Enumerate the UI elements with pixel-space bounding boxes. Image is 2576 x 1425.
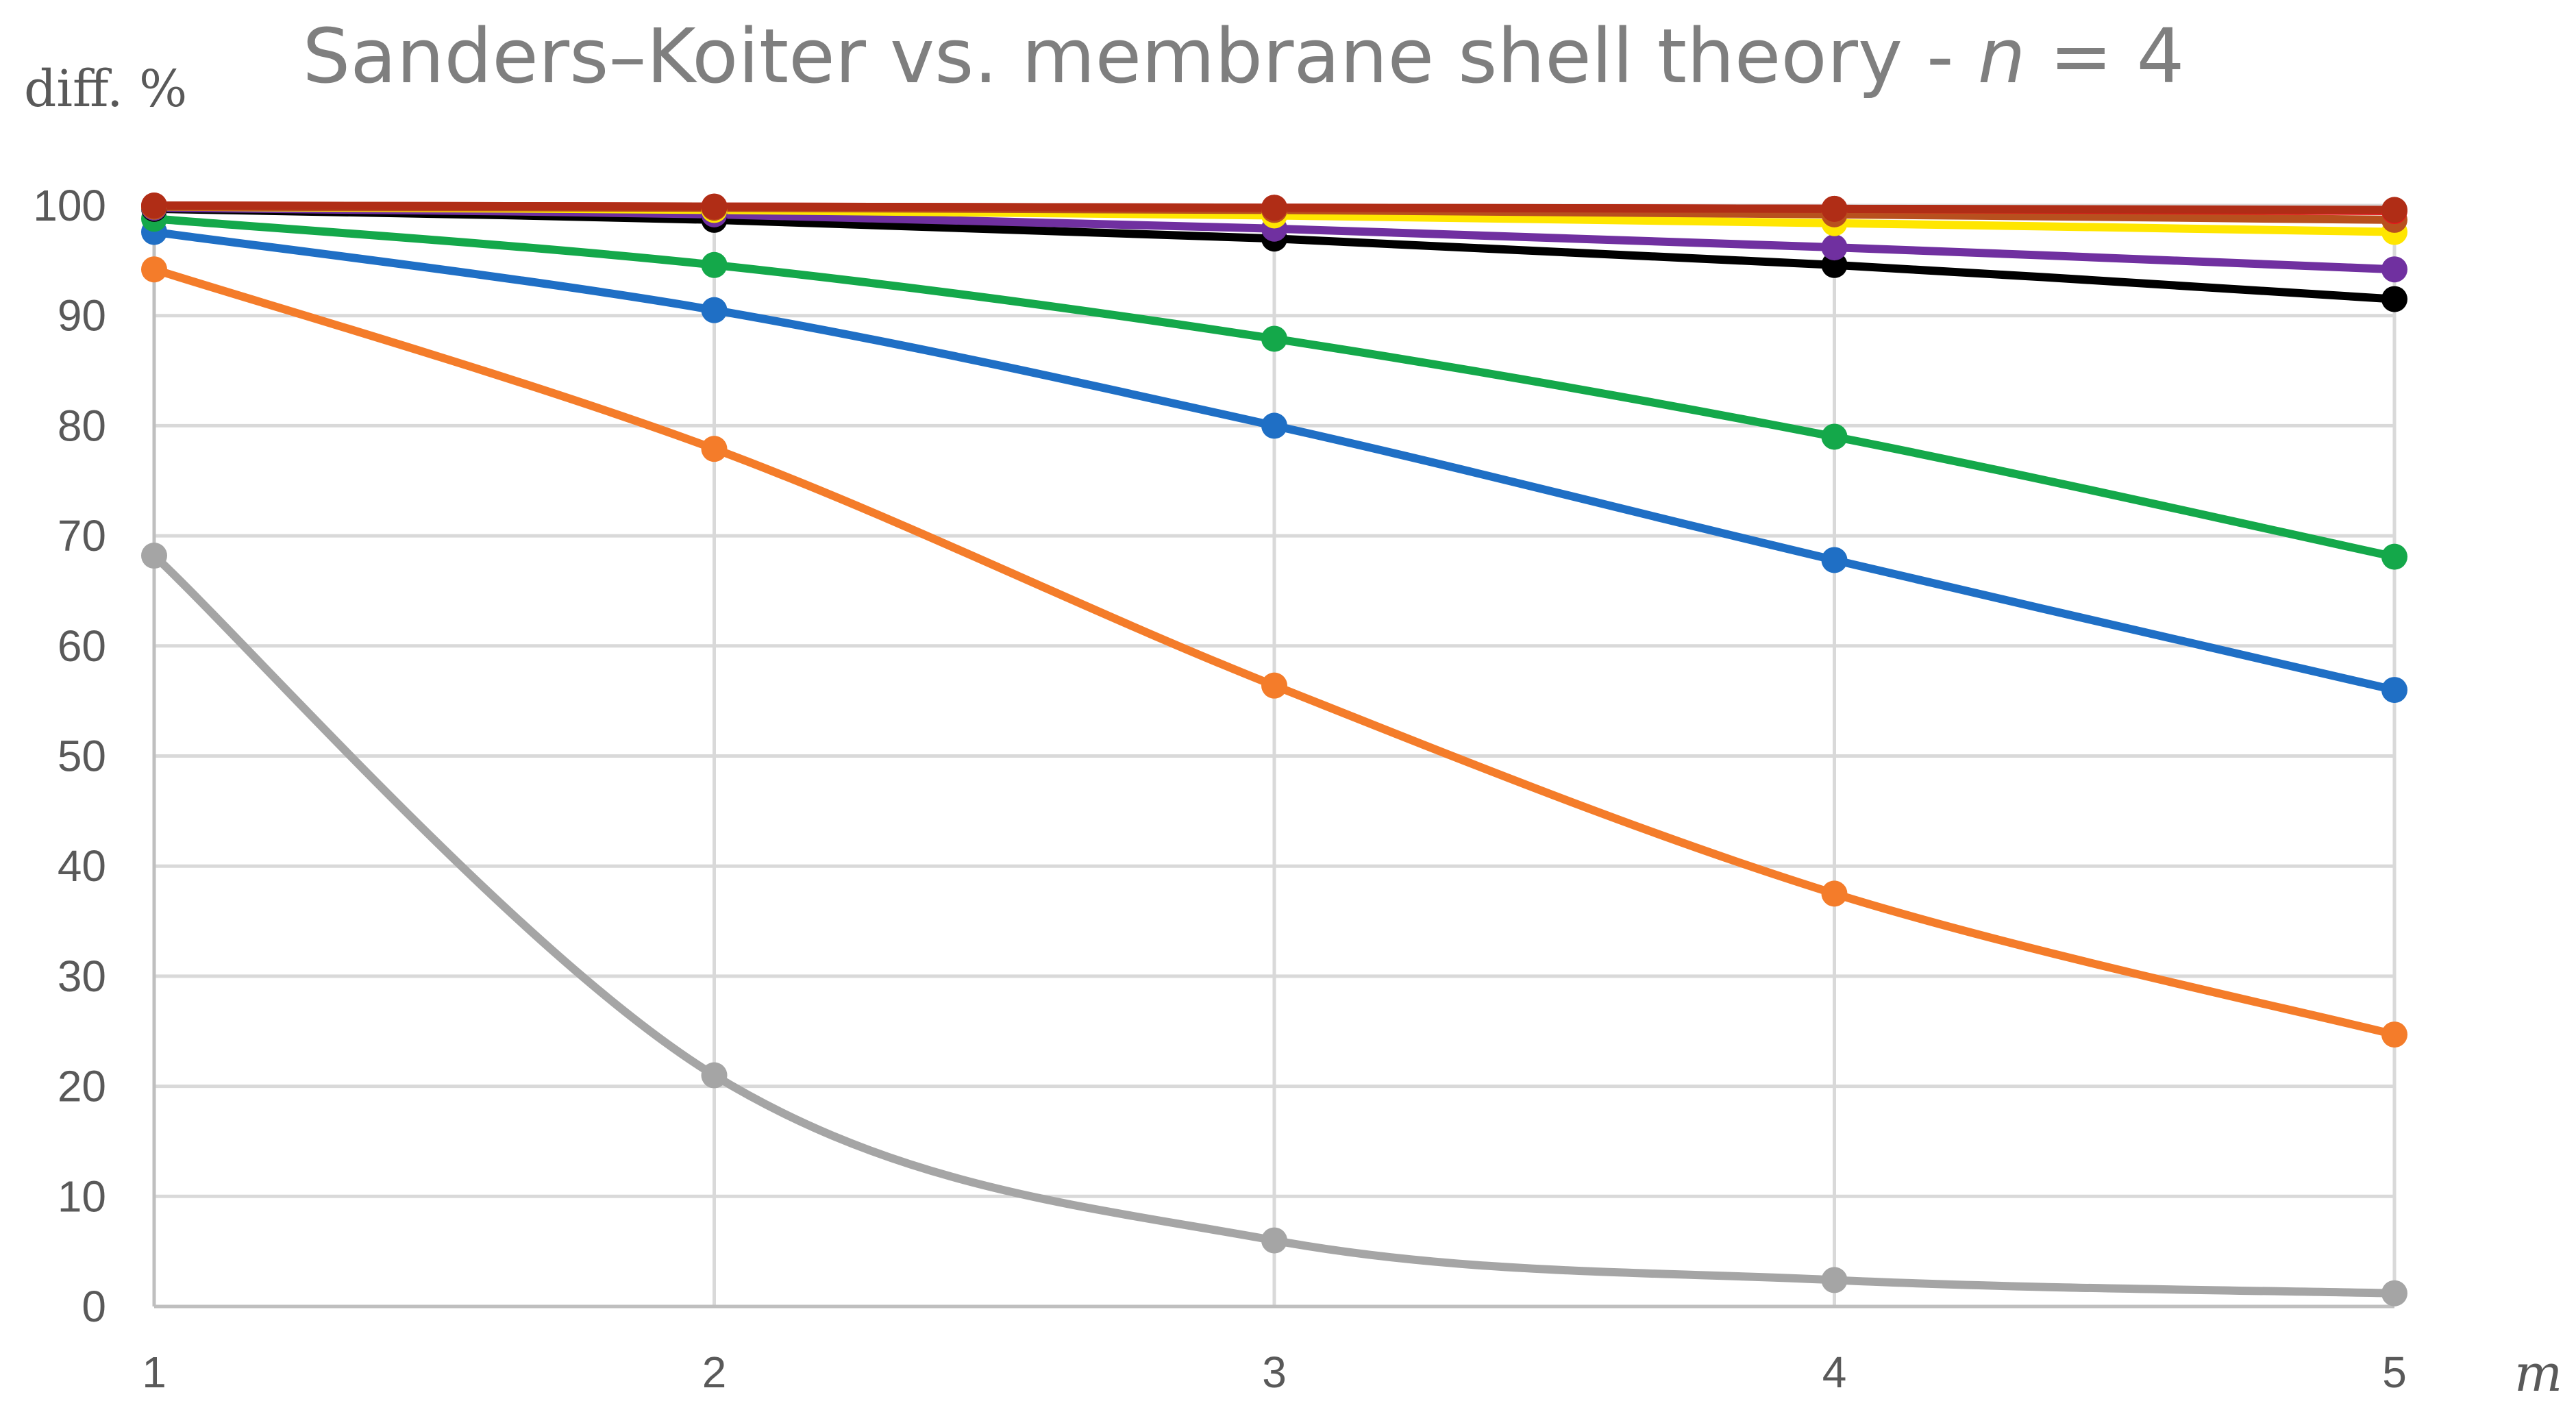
data-point-orange: [701, 436, 728, 462]
x-tick-label: 5: [2382, 1348, 2407, 1397]
axes: [152, 206, 2394, 1309]
data-point-purple: [2381, 256, 2407, 283]
data-point-gray: [141, 543, 167, 569]
data-point-orange: [141, 256, 167, 283]
data-point-gray: [2381, 1280, 2407, 1306]
data-point-dark-red: [2381, 197, 2407, 223]
data-point-blue: [2381, 677, 2407, 704]
y-tick-label: 40: [58, 841, 106, 891]
y-tick-label: 70: [58, 511, 106, 560]
data-point-green: [1821, 423, 1848, 450]
data-point-orange: [2381, 1021, 2407, 1048]
data-point-orange: [1821, 880, 1848, 907]
data-point-green: [701, 251, 728, 278]
data-point-green: [1261, 325, 1287, 352]
tick-labels: 0 10 20 30 40 50 60 70 80 90 100 1 2 3 4 5: [33, 181, 2407, 1397]
data-point-gray: [1261, 1227, 1287, 1254]
data-point-purple: [1821, 234, 1848, 261]
x-tick-label: 2: [702, 1348, 727, 1397]
y-tick-label: 0: [82, 1282, 106, 1331]
y-tick-label: 10: [58, 1172, 106, 1221]
data-point-gray: [1821, 1267, 1848, 1293]
y-tick-label: 60: [58, 621, 106, 671]
y-axis-label: diff. %: [24, 60, 187, 119]
y-tick-label: 50: [58, 732, 106, 781]
chart-title: Sanders–Koiter vs. membrane shell theory…: [302, 12, 2184, 100]
x-tick-label: 3: [1262, 1348, 1287, 1397]
data-point-black: [2381, 286, 2407, 312]
y-tick-label: 100: [33, 181, 106, 230]
series-line-gray: [150, 552, 2399, 1298]
data-point-dark-red: [701, 193, 728, 220]
data-markers: [141, 193, 2407, 1306]
data-point-blue: [1821, 547, 1848, 573]
y-tick-label: 80: [58, 401, 106, 450]
data-point-dark-red: [1261, 195, 1287, 221]
y-tick-label: 30: [58, 952, 106, 1001]
data-point-blue: [1261, 412, 1287, 439]
y-tick-label: 90: [58, 291, 106, 340]
data-point-dark-red: [1821, 195, 1848, 222]
chart-title-suffix: = 4: [2025, 12, 2184, 100]
chart-title-variable: n: [1978, 12, 2026, 100]
grid-lines: [154, 203, 2397, 1306]
data-point-dark-red: [141, 193, 167, 219]
y-tick-label: 20: [58, 1062, 106, 1111]
data-point-green: [2381, 543, 2407, 570]
data-point-orange: [1261, 672, 1287, 699]
data-point-blue: [701, 297, 728, 323]
chart-title-main: Sanders–Koiter vs. membrane shell theory…: [302, 12, 1977, 100]
x-tick-label: 4: [1822, 1348, 1847, 1397]
x-tick-label: 1: [142, 1348, 166, 1397]
x-axis-label: m: [2514, 1344, 2562, 1403]
data-point-gray: [701, 1062, 728, 1089]
